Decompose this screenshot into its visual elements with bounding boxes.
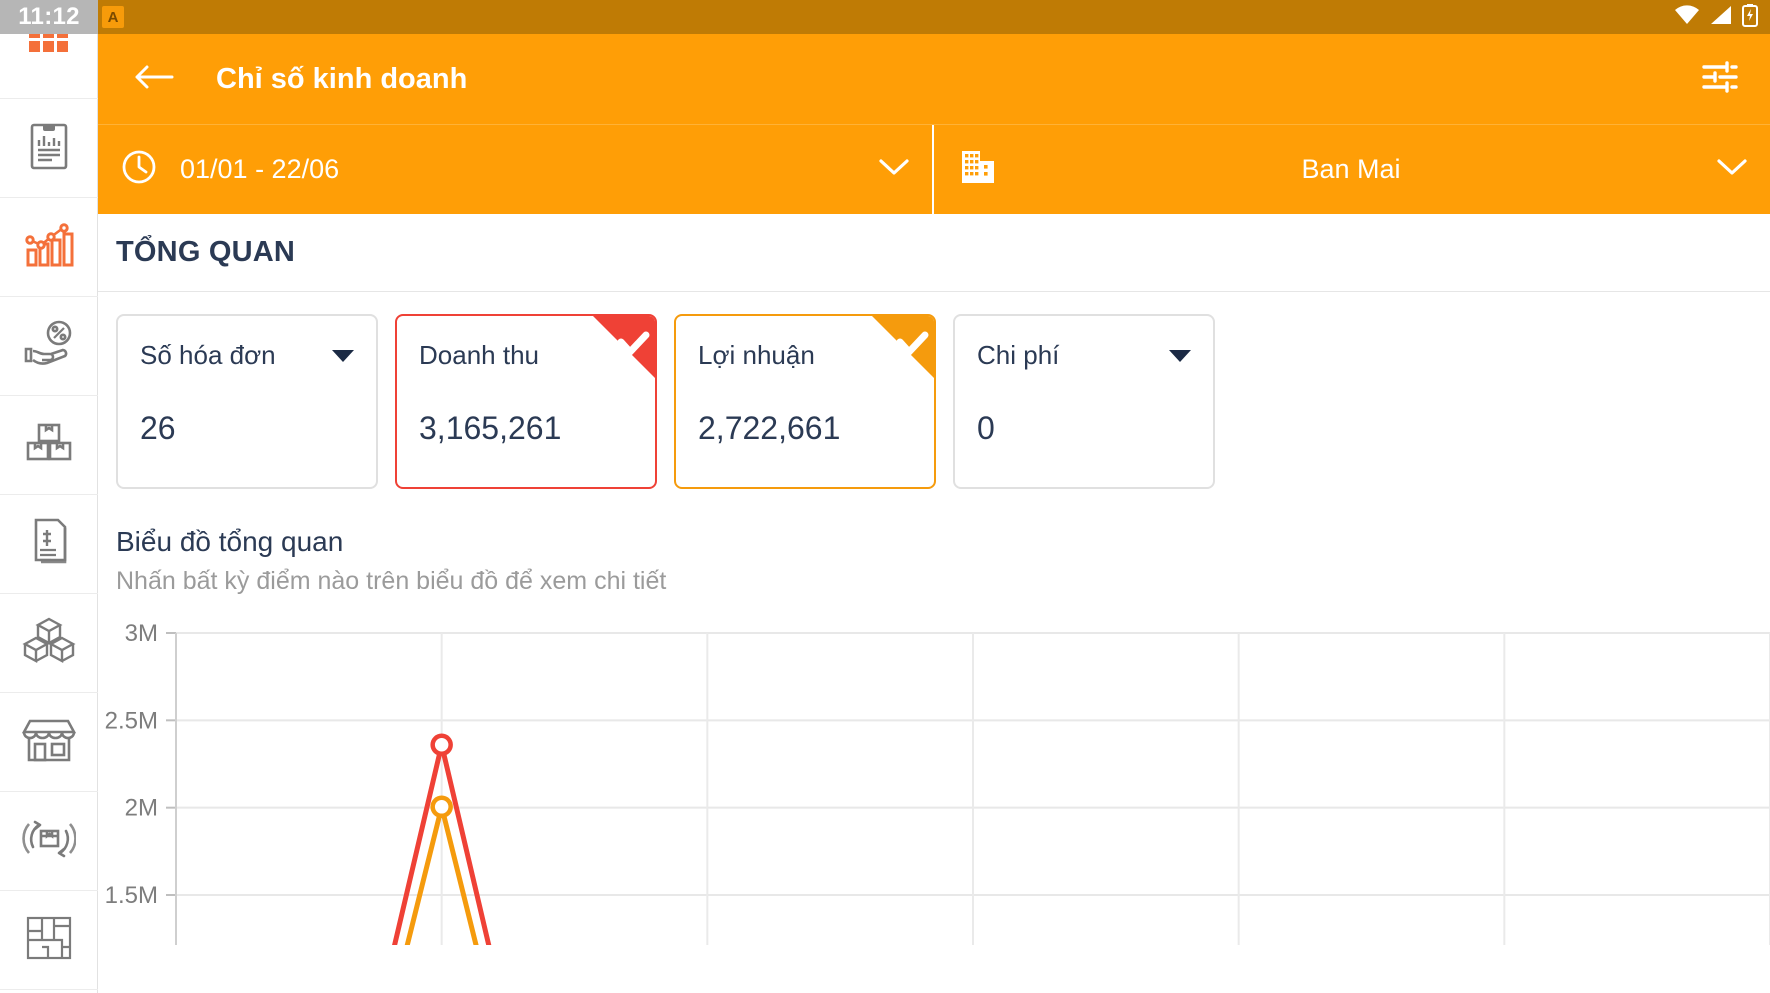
svg-text:3M: 3M (125, 620, 158, 647)
boxes-stack-icon (24, 419, 74, 472)
tune-sliders-icon[interactable] (1700, 59, 1740, 100)
cubes-3d-icon (22, 616, 76, 671)
overview-section-title: TỔNG QUAN (116, 236, 296, 268)
cell-signal-icon (1710, 5, 1732, 30)
table-map-icon (24, 914, 74, 967)
sidebar-item-promotions[interactable] (0, 297, 98, 396)
status-bar: 11:12 A (0, 0, 1770, 34)
metric-card-profit[interactable]: Lợi nhuận 2,722,661 (674, 314, 936, 489)
app-bar-actions (1700, 59, 1740, 100)
chart-data-point-markers[interactable] (430, 733, 453, 818)
chart-subtitle: Nhấn bất kỳ điểm nào trên biểu đồ để xem… (116, 567, 667, 595)
metric-card-revenue[interactable]: Doanh thu 3,165,261 (395, 314, 657, 489)
date-range-filter[interactable]: 01/01 - 22/06 (98, 125, 932, 214)
sidebar-nav (0, 0, 98, 993)
battery-charging-icon (1742, 3, 1758, 32)
svg-text:2M: 2M (125, 794, 158, 821)
status-clock: 11:12 (18, 3, 80, 30)
chevron-down-icon[interactable] (332, 350, 354, 362)
chart-canvas[interactable]: 3M 2.5M 2M 1.5M (98, 615, 1770, 945)
chart-title: Biểu đồ tổng quan (116, 526, 344, 557)
app-bar: Chỉ số kinh doanh (98, 34, 1770, 124)
selected-check-corner-icon (577, 316, 655, 394)
box-refresh-icon (22, 814, 77, 869)
sidebar-item-returns[interactable] (0, 792, 98, 891)
chart-horizontal-gridlines (166, 631, 1770, 896)
svg-text:1.5M: 1.5M (105, 882, 158, 909)
overview-line-chart[interactable]: 3M 2.5M 2M 1.5M (98, 615, 1770, 945)
metric-card-label: Lợi nhuận (698, 340, 815, 370)
clock-icon (120, 148, 158, 191)
chevron-down-icon[interactable] (1169, 350, 1191, 362)
metric-card-cost[interactable]: Chi phí 0 (953, 314, 1215, 489)
metric-card-label: Doanh thu (419, 340, 539, 370)
clipboard-report-icon (26, 120, 72, 177)
sidebar-item-reports[interactable] (0, 99, 98, 198)
metric-card-invoice-count[interactable]: Số hóa đơn 26 (116, 314, 378, 489)
branch-filter[interactable]: Ban Mai (932, 125, 1770, 214)
filter-bar: 01/01 - 22/06 (98, 124, 1770, 214)
back-arrow-icon (134, 62, 174, 97)
metric-card-value: 2,722,661 (698, 410, 841, 446)
page-title: Chỉ số kinh doanh (216, 62, 468, 95)
section-divider (98, 291, 1770, 292)
wifi-icon (1674, 4, 1700, 30)
metric-card-value: 0 (977, 410, 995, 446)
metric-card-value: 26 (140, 410, 176, 446)
sidebar-item-store[interactable] (0, 693, 98, 792)
sidebar-item-invoices[interactable] (0, 495, 98, 594)
back-button[interactable] (128, 53, 180, 105)
selected-check-corner-icon (856, 316, 934, 394)
status-app-badge-icon: A (102, 6, 124, 28)
status-app-badge-label: A (107, 8, 119, 26)
building-icon (960, 148, 996, 191)
metric-card-list: Số hóa đơn 26 Doanh thu 3,165,261 Lợi nh… (116, 314, 1770, 489)
sidebar-item-floor-plan[interactable] (0, 891, 98, 990)
hand-percent-icon (22, 320, 76, 373)
chevron-down-icon[interactable] (1716, 157, 1748, 182)
sidebar-item-products[interactable] (0, 594, 98, 693)
status-clock-container: 11:12 (0, 0, 98, 34)
metric-card-value: 3,165,261 (419, 410, 562, 446)
bar-chart-trend-icon (23, 220, 75, 275)
invoice-dollar-icon (25, 516, 73, 573)
sidebar-item-business-indicators[interactable] (0, 198, 98, 297)
chevron-down-icon[interactable] (878, 157, 910, 182)
svg-text:2.5M: 2.5M (105, 707, 158, 734)
status-icons (1674, 0, 1758, 34)
metric-card-label: Số hóa đơn (140, 340, 276, 370)
date-range-value: 01/01 - 22/06 (180, 154, 340, 184)
branch-value: Ban Mai (1301, 154, 1401, 184)
chart-vertical-gridlines (440, 632, 1770, 945)
main-content: TỔNG QUAN Số hóa đơn 26 Doanh thu 3,165,… (98, 214, 1770, 993)
storefront-icon (21, 716, 77, 769)
sidebar-item-stock-in[interactable] (0, 396, 98, 495)
metric-card-label: Chi phí (977, 340, 1060, 370)
chart-header: Biểu đồ tổng quan Nhấn bất kỳ điểm nào t… (116, 524, 1770, 599)
chart-y-axis-labels: 3M 2.5M 2M 1.5M (105, 620, 158, 909)
